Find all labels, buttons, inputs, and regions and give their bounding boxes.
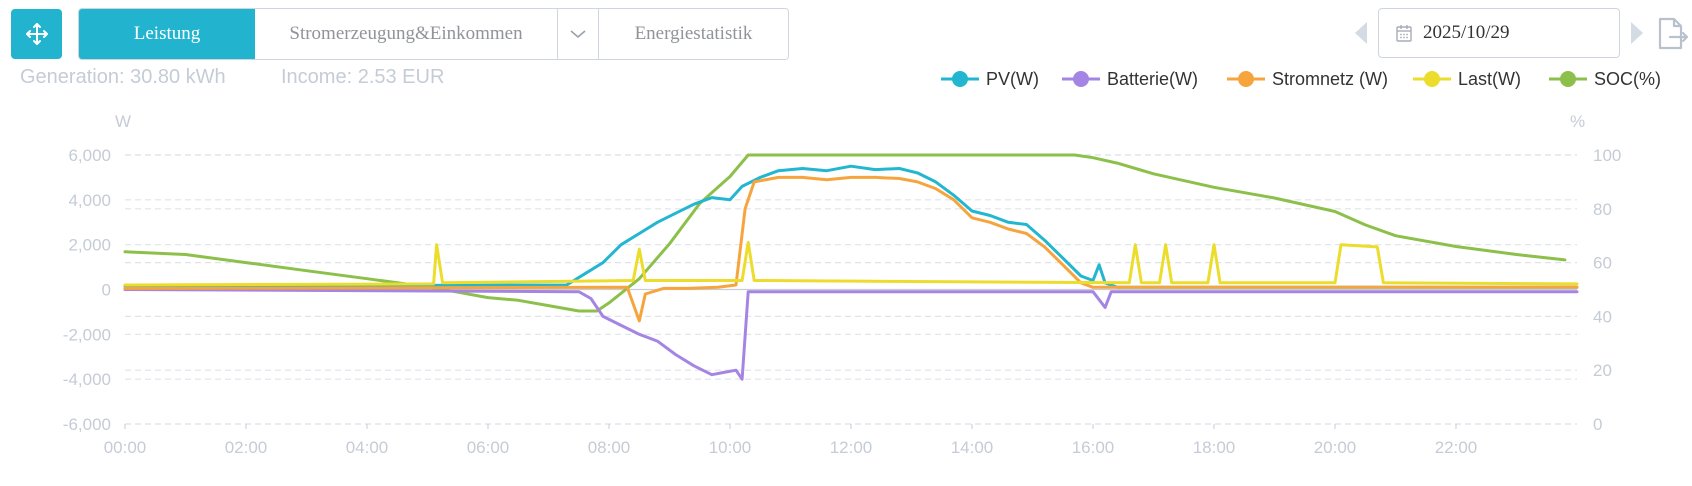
move-arrows-icon [25, 23, 48, 45]
legend-item-pv[interactable]: PV(W) [940, 66, 1039, 92]
y-left-tick-label: 6,000 [68, 146, 111, 165]
legend-pv-dot [952, 71, 968, 87]
legend-marker-soc [1549, 71, 1587, 87]
x-tick-label: 06:00 [467, 438, 510, 457]
x-tick-label: 10:00 [709, 438, 752, 457]
tab-dropdown-toggle[interactable] [557, 9, 598, 59]
y-left-tick-label: 0 [102, 281, 111, 300]
y-right-tick-label: 0 [1593, 415, 1602, 434]
series-line-lastw [123, 240, 1579, 287]
y-right-tick-label: 100 [1593, 146, 1621, 165]
y-left-tick-label: 4,000 [68, 191, 111, 210]
legend-label-last: Last(W) [1458, 68, 1521, 89]
legend-label-soc: SOC(%) [1594, 68, 1661, 89]
legend-marker-pv [941, 71, 979, 87]
next-date-arrow[interactable] [1631, 22, 1643, 44]
export-file-icon [1658, 17, 1689, 50]
y-left-tick-label: -6,000 [63, 415, 111, 434]
previous-date-arrow[interactable] [1355, 22, 1367, 44]
calendar-icon [1396, 25, 1412, 42]
y-left-tick-label: -2,000 [63, 325, 111, 344]
legend-item-soc[interactable]: SOC(%) [1548, 66, 1661, 92]
generation-summary: Generation: 30.80 kWh [20, 66, 226, 88]
x-tick-label: 20:00 [1314, 438, 1357, 457]
tab-stromerzeugung-label: Stromerzeugung&Einkommen [289, 23, 523, 44]
legend-label-stromnetz: Stromnetz (W) [1272, 68, 1389, 89]
y-right-tick-label: 40 [1593, 307, 1612, 326]
tab-leistung[interactable]: Leistung [79, 9, 255, 59]
legend-label-pv: PV(W) [986, 68, 1039, 89]
x-tick-label: 02:00 [225, 438, 268, 457]
y-left-unit-label: W [115, 112, 131, 131]
date-picker[interactable]: 2025/10/29 [1378, 8, 1620, 58]
y-left-tick-label: 2,000 [68, 236, 111, 255]
y-right-tick-label: 60 [1593, 254, 1612, 273]
y-right-tick-label: 80 [1593, 200, 1612, 219]
x-tick-label: 08:00 [588, 438, 631, 457]
legend-marker-batterie [1062, 71, 1100, 87]
legend-stromnetz-dot [1238, 71, 1254, 87]
export-button[interactable] [1657, 17, 1689, 56]
legend-soc-dot [1560, 71, 1576, 87]
x-tick-label: 12:00 [830, 438, 873, 457]
legend-item-batterie[interactable]: Batterie(W) [1061, 66, 1198, 92]
tab-stromerzeugung-einkommen[interactable]: Stromerzeugung&Einkommen [255, 9, 557, 59]
income-summary: Income: 2.53 EUR [281, 66, 445, 88]
legend-last-dot [1424, 71, 1440, 87]
date-value: 2025/10/29 [1423, 22, 1510, 43]
y-right-tick-label: 20 [1593, 361, 1612, 380]
y-left-tick-label: -4,000 [63, 370, 111, 389]
view-tabs: Leistung Stromerzeugung&Einkommen Energi… [78, 8, 789, 60]
legend-item-stromnetz[interactable]: Stromnetz (W) [1226, 66, 1388, 92]
tab-leistung-label: Leistung [133, 23, 201, 44]
x-tick-label: 22:00 [1435, 438, 1478, 457]
x-tick-label: 14:00 [951, 438, 994, 457]
tab-energiestatistik-label: Energiestatistik [634, 23, 753, 44]
x-tick-label: 16:00 [1072, 438, 1115, 457]
move-button[interactable] [11, 9, 62, 59]
legend-marker-last [1413, 71, 1451, 87]
legend-marker-stromnetz [1227, 71, 1265, 87]
legend-item-last[interactable]: Last(W) [1412, 66, 1521, 92]
x-tick-label: 18:00 [1193, 438, 1236, 457]
series-line-batteriew [123, 288, 1579, 381]
legend-label-batterie: Batterie(W) [1107, 68, 1199, 89]
y-right-unit-label: % [1570, 112, 1585, 131]
series-line-stromnetzw [123, 175, 1579, 323]
legend-batterie-dot [1073, 71, 1089, 87]
x-tick-label: 00:00 [104, 438, 147, 457]
tab-energiestatistik[interactable]: Energiestatistik [598, 9, 788, 59]
x-tick-label: 04:00 [346, 438, 389, 457]
series-line-pvw [123, 164, 1579, 289]
chevron-down-icon [570, 30, 586, 39]
